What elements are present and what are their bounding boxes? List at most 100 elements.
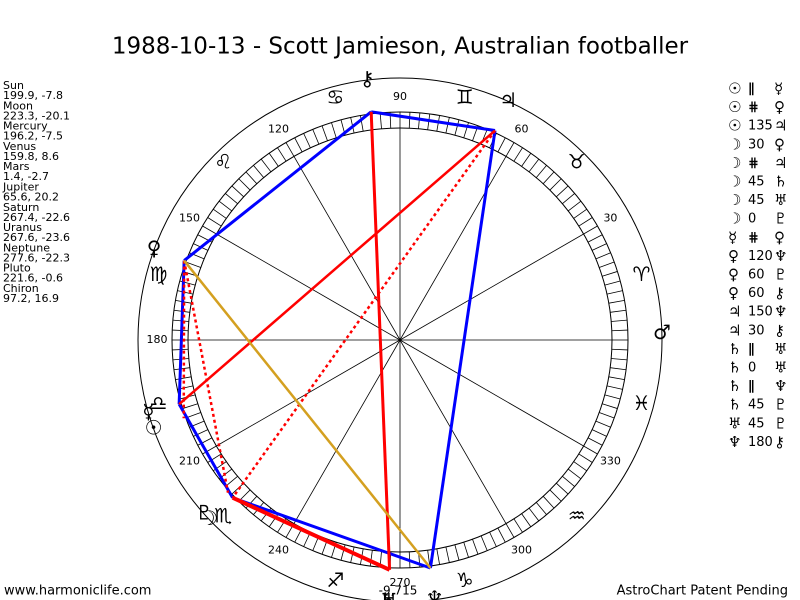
aspect-glyph-1: ♃ [728, 303, 741, 321]
ring-tick [294, 137, 303, 153]
aspect-glyph-2: ♅ [774, 359, 787, 377]
zodiac-sign: ♊ [456, 85, 474, 109]
ring-tick [608, 300, 625, 304]
ring-tick [173, 367, 190, 371]
ring-tick [610, 309, 627, 313]
ring-tick [556, 185, 569, 198]
ring-tick [360, 115, 364, 132]
planet-name: Venus [3, 140, 36, 153]
aspect-glyph-1: ♀ [728, 284, 739, 302]
spoke [399, 339, 507, 524]
aspect-glyph-2: ♀ [774, 228, 785, 246]
ring-tick [535, 165, 547, 178]
aspect-type: 45 [748, 398, 765, 413]
planet-glyph: ♅ [380, 588, 398, 600]
aspect-type: 0 [748, 361, 756, 376]
aspect-glyph-2: ☿ [774, 80, 783, 98]
planet-glyph: ⚷ [360, 67, 375, 91]
spoke [399, 233, 584, 341]
ring-tick [578, 453, 593, 463]
planet-coords: 1.4, -2.7 [3, 170, 49, 183]
ring-tick [542, 171, 555, 184]
zodiac-sign: ♍ [150, 262, 168, 286]
spoke [399, 339, 584, 447]
aspect-glyph-2: ⚷ [774, 284, 785, 302]
ring-tick [213, 208, 227, 219]
aspect-type: 30 [748, 323, 765, 338]
ring-tick [535, 502, 547, 515]
ring-tick [528, 507, 540, 522]
ring-tick [528, 158, 540, 173]
planet-name: Mars [3, 160, 30, 173]
ring-tick [202, 225, 217, 235]
bottom-label: -9,715 [379, 584, 418, 598]
aspect-type: 120 [748, 249, 773, 264]
planet-glyph: ☽ [200, 506, 218, 530]
planet-coords: 267.6, -23.6 [3, 231, 70, 244]
ring-tick [604, 394, 621, 400]
aspect-glyph-1: ☽ [728, 135, 741, 153]
ring-tick [513, 518, 523, 533]
aspect-glyph-1: ☽ [728, 191, 741, 209]
planet-coords: 196.2, -7.5 [3, 130, 63, 143]
degree-label: 270 [390, 576, 411, 589]
aspect-type: 45 [748, 416, 765, 431]
ring-tick [521, 513, 532, 527]
degree-label: 210 [179, 455, 200, 468]
aspect-glyph-1: ♅ [728, 414, 741, 432]
ring-tick [521, 153, 532, 167]
ring-tick [436, 548, 440, 565]
ring-tick [238, 178, 251, 191]
planet-glyph: ☿ [142, 400, 154, 424]
aspect-glyph-2: ♀ [774, 135, 785, 153]
aspect-type: 135 [748, 119, 773, 134]
degree-label: 150 [179, 212, 200, 225]
planet-glyph: ♄ [379, 588, 397, 600]
spoke [293, 156, 401, 341]
ring-tick [573, 208, 587, 219]
aspect-glyph-2: ♃ [774, 117, 787, 135]
ring-tick [591, 429, 607, 437]
ring-tick [610, 367, 627, 371]
ring-tick [202, 445, 217, 455]
ring-tick [611, 319, 628, 322]
aspect-glyph-1: ☉ [728, 80, 741, 98]
ring-tick [454, 544, 460, 561]
aspect-glyph-2: ♇ [774, 414, 787, 432]
ring-tick [379, 112, 382, 129]
degree-label: 240 [268, 543, 289, 556]
planet-coords: 159.8, 8.6 [3, 150, 59, 163]
ring-tick [312, 129, 320, 145]
aspect-type: 60 [748, 268, 765, 283]
planet-glyph: ♆ [426, 586, 444, 600]
spoke [399, 156, 507, 341]
planet-name: Pluto [3, 262, 31, 275]
aspect-line [177, 403, 234, 499]
planet-name: Moon [3, 99, 33, 112]
ring-tick [606, 385, 623, 390]
ring-tick [562, 193, 575, 205]
aspect-line [369, 111, 392, 570]
ring-tick [611, 358, 628, 361]
planet-coords: 267.4, -22.6 [3, 211, 70, 224]
ring-tick [608, 376, 625, 380]
ring-tick [445, 117, 450, 134]
aspect-glyph-1: ♃ [728, 321, 741, 339]
aspect-glyph-2: ♅ [774, 191, 787, 209]
ring-tick [497, 527, 506, 543]
ring-tick [445, 546, 450, 563]
zodiac-sign: ♑ [456, 568, 474, 592]
ring-tick [602, 271, 618, 277]
ring-tick [321, 125, 328, 141]
ring-tick [225, 193, 238, 205]
ring-tick [268, 513, 279, 527]
planet-coords: 65.6, 20.2 [3, 191, 59, 204]
ring-tick [463, 542, 469, 558]
aspect-type: ∥ [748, 379, 755, 394]
ring-tick [591, 243, 607, 251]
ring-tick [231, 185, 244, 198]
ring-tick [245, 171, 258, 184]
aspect-type: 180 [748, 435, 773, 450]
ring-tick [587, 437, 603, 446]
ring-tick [331, 122, 337, 138]
